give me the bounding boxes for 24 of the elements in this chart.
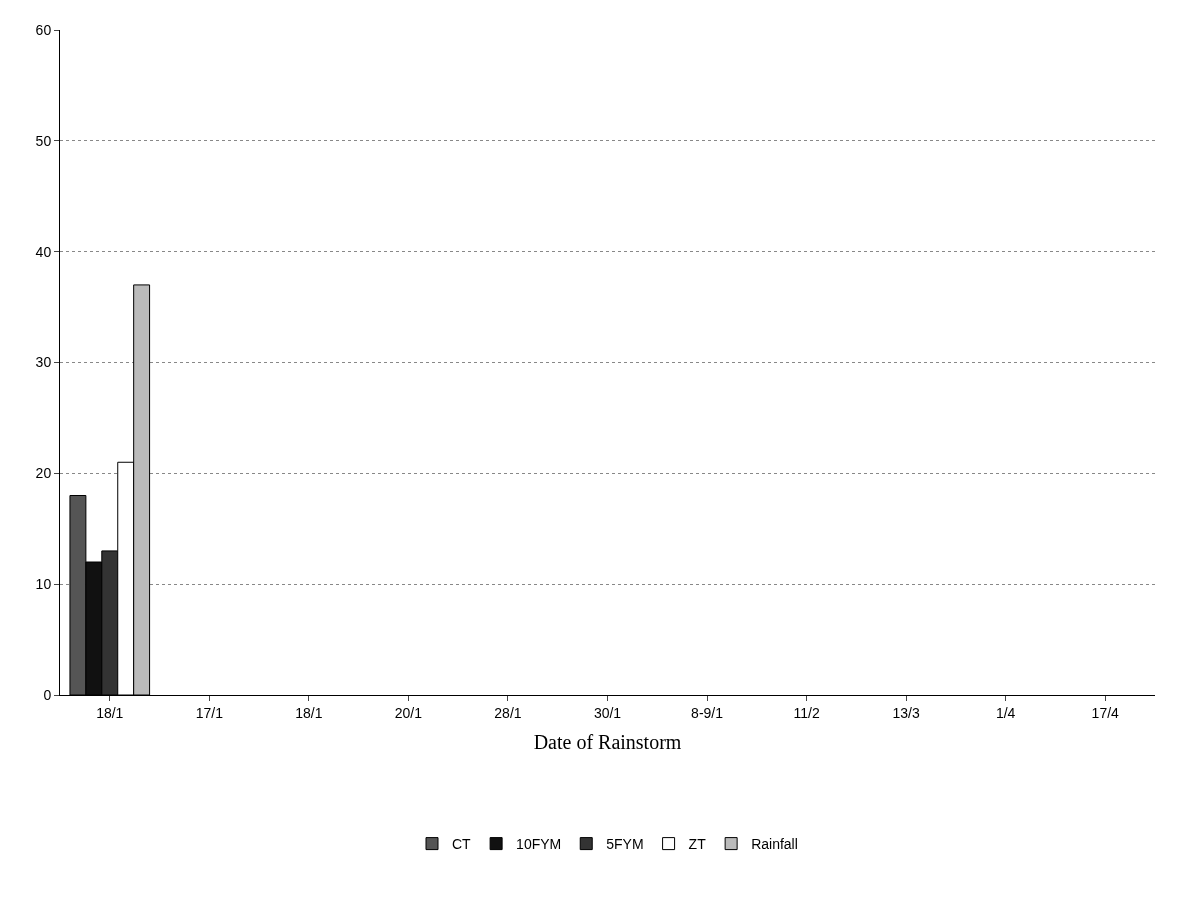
y-tick-label: 0 bbox=[43, 686, 52, 703]
x-tick-label: 17/4 bbox=[1091, 704, 1120, 721]
y-tick-label: 20 bbox=[35, 465, 52, 482]
x-tick-label: 18/1 bbox=[295, 704, 323, 721]
legend-label: 10FYM bbox=[516, 836, 562, 853]
x-tick-label: 20/1 bbox=[394, 704, 423, 721]
legend-label: 5FYM bbox=[606, 836, 644, 853]
y-tick-label: 50 bbox=[35, 132, 52, 149]
x-axis-title: Date of Rainstorm bbox=[533, 731, 682, 754]
y-tick-label: 40 bbox=[35, 243, 52, 260]
y-tick-label: 60 bbox=[35, 21, 52, 38]
legend-label: Rainfall bbox=[751, 836, 798, 853]
x-tick-label: 30/1 bbox=[593, 704, 622, 721]
x-tick-label: 17/1 bbox=[195, 704, 224, 721]
legend-label: ZT bbox=[688, 836, 707, 853]
x-tick-label: 28/1 bbox=[494, 704, 522, 721]
legend-label: CT bbox=[452, 836, 472, 853]
y-tick-label: 30 bbox=[35, 354, 52, 371]
x-tick-label: 1/4 bbox=[995, 704, 1016, 721]
x-tick-label: 13/3 bbox=[892, 704, 920, 721]
x-tick-label: 11/2 bbox=[793, 704, 820, 721]
x-tick-label: 8-9/1 bbox=[691, 704, 724, 721]
x-tick-label: 18/1 bbox=[96, 704, 124, 721]
y-tick-label: 10 bbox=[35, 576, 52, 593]
